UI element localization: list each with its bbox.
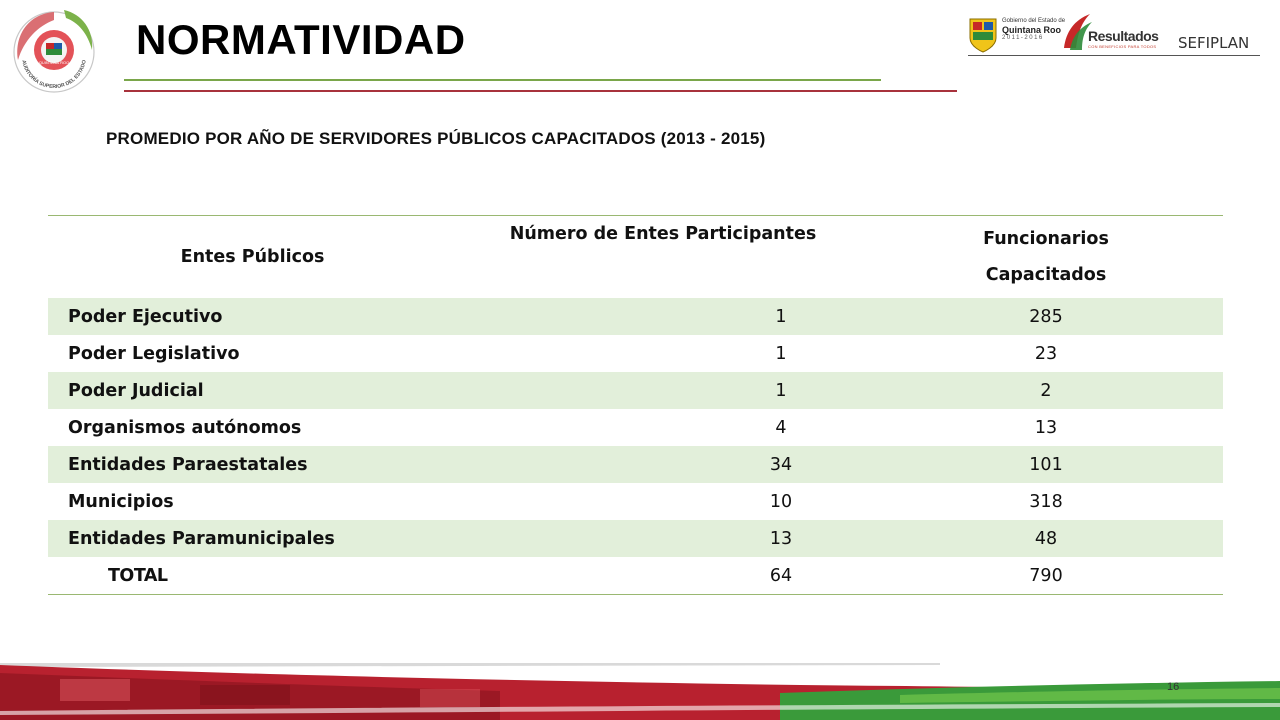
row-name: Poder Judicial (48, 372, 457, 409)
table-row: Municipios 10 318 (48, 483, 1223, 520)
row-name: Entidades Paraestatales (48, 446, 457, 483)
table-row: Organismos autónomos 4 13 (48, 409, 1223, 446)
row-name: Poder Ejecutivo (48, 298, 457, 335)
table-total-row: TOTAL 64 790 (48, 557, 1223, 595)
resultados-mark-icon (1064, 14, 1092, 50)
resultados-logo-text: Resultados (1088, 28, 1159, 44)
row-name: Municipios (68, 491, 174, 512)
table-row: Entidades Paramunicipales 13 48 (48, 520, 1223, 557)
table-header-row: Entes Públicos Número de Entes Participa… (48, 216, 1223, 299)
row-entes: 1 (457, 372, 869, 409)
resultados-tagline: CON BENEFICIOS PARA TODOS (1088, 44, 1157, 49)
table-subtitle: PROMEDIO POR AÑO DE SERVIDORES PÚBLICOS … (106, 129, 766, 148)
row-name: Poder Legislativo (68, 343, 240, 364)
row-funcionarios: 2 (869, 372, 1223, 409)
row-funcionarios: 13 (1034, 417, 1058, 438)
header-entes-publicos: Entes Públicos (180, 247, 325, 267)
row-funcionarios: 48 (869, 520, 1223, 557)
table-row: Poder Judicial 1 2 (48, 372, 1223, 409)
row-funcionarios: 285 (869, 298, 1223, 335)
header-logos: Gobierno del Estado de Quintana Roo 2011… (968, 10, 1260, 58)
title-rule-green (124, 79, 881, 81)
table-row: Poder Legislativo 1 23 (48, 335, 1223, 372)
row-entes: 13 (457, 520, 869, 557)
header-right-rule (968, 55, 1260, 56)
row-name: Organismos autónomos (68, 417, 302, 438)
header-funcionarios: Funcionarios Capacitados (983, 229, 1109, 285)
sefiplan-label: SEFIPLAN (1178, 34, 1250, 52)
row-name: Entidades Paramunicipales (48, 520, 457, 557)
row-funcionarios: 318 (1029, 491, 1063, 512)
total-label: TOTAL (108, 565, 168, 586)
table-row: Entidades Paraestatales 34 101 (48, 446, 1223, 483)
quintana-roo-shield-icon (969, 18, 997, 53)
row-entes: 10 (769, 491, 793, 512)
row-funcionarios: 101 (869, 446, 1223, 483)
table-row: Poder Ejecutivo 1 285 (48, 298, 1223, 335)
training-table: Entes Públicos Número de Entes Participa… (48, 215, 1223, 595)
row-entes: 4 (775, 417, 787, 438)
row-entes: 34 (457, 446, 869, 483)
row-entes: 1 (457, 298, 869, 335)
title-rule-red (124, 90, 957, 92)
svg-text:QUINTANA ROO: QUINTANA ROO (39, 60, 69, 65)
page-number: 16 (1167, 681, 1180, 693)
total-entes: 64 (769, 565, 793, 586)
header-numero-entes: Número de Entes Participantes (509, 224, 817, 244)
page-title: NORMATIVIDAD (136, 16, 466, 63)
total-funcionarios: 790 (1029, 565, 1063, 586)
auditoria-logo: QUINTANA ROO AUDITORÍA SUPERIOR DEL ESTA… (13, 10, 95, 93)
quintana-roo-logo-text: Gobierno del Estado de Quintana Roo 2011… (1002, 18, 1066, 41)
row-funcionarios: 23 (1034, 343, 1058, 364)
footer-band (0, 663, 1280, 720)
row-entes: 1 (775, 343, 787, 364)
